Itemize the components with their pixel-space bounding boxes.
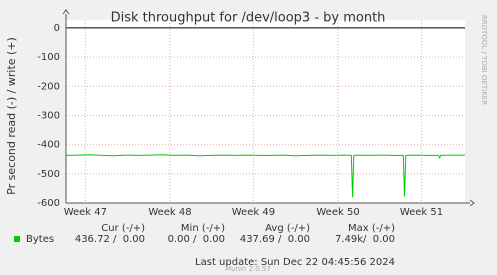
y-tick-label: -100 <box>37 52 60 63</box>
y-tick-label: -200 <box>37 81 60 92</box>
legend-header: Min (-/+) <box>181 223 225 234</box>
y-tick-label: -300 <box>37 110 60 121</box>
legend-label: Bytes <box>26 234 54 245</box>
legend-value: 437.69 / 0.00 <box>240 234 310 245</box>
plot-area <box>66 20 465 203</box>
x-axis <box>66 199 475 207</box>
y-axis <box>62 9 70 203</box>
legend-value: 7.49k/ 0.00 <box>335 234 395 245</box>
data-line <box>65 154 465 198</box>
x-tick-label: Week 50 <box>316 207 359 218</box>
last-update: Last update: Sun Dec 22 04:45:56 2024 <box>195 257 395 268</box>
legend-header: Max (-/+) <box>348 223 395 234</box>
y-tick-label: 0 <box>54 23 60 34</box>
footer: Munin 2.0.57 <box>225 265 271 273</box>
y-tick-label: -400 <box>37 140 60 151</box>
y-tick-label: -600 <box>37 198 60 209</box>
legend-header: Cur (-/+) <box>101 223 145 234</box>
legend-swatch <box>14 236 20 242</box>
side-text: RRDTOOL / TOBI OETIKER <box>480 15 488 105</box>
legend-value: 436.72 / 0.00 <box>75 234 145 245</box>
x-tick-label: Week 49 <box>232 207 275 218</box>
chart-title: Disk throughput for /dev/loop3 - by mont… <box>111 11 386 26</box>
x-tick-label: Week 51 <box>400 207 443 218</box>
x-tick-label: Week 47 <box>64 207 107 218</box>
legend-header: Avg (-/+) <box>265 223 310 234</box>
y-axis-label: Pr second read (-) / write (+) <box>5 37 18 195</box>
y-tick-label: -500 <box>37 169 60 180</box>
x-tick-label: Week 48 <box>148 207 191 218</box>
legend-value: 0.00 / 0.00 <box>168 234 225 245</box>
